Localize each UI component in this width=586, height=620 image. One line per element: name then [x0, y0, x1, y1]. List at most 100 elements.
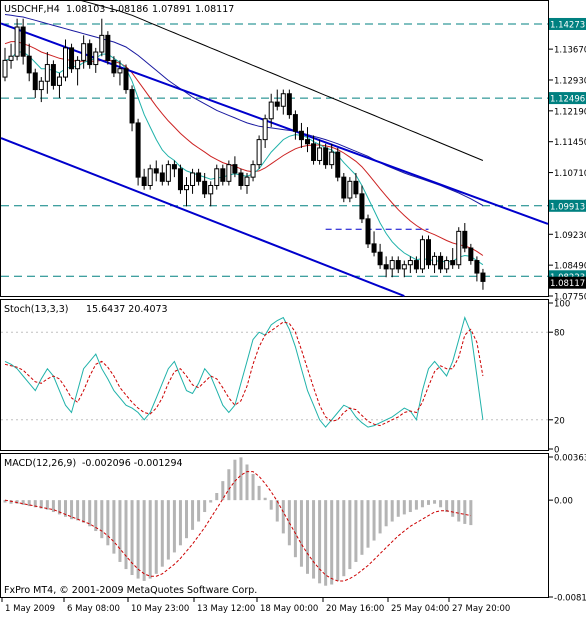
macd-bar — [100, 500, 104, 539]
candle-bear — [292, 114, 298, 132]
macd-bar — [118, 500, 122, 562]
candle-bull — [81, 43, 87, 61]
price-tick-label: 1.12930 — [554, 76, 586, 86]
macd-bar — [130, 500, 134, 576]
candle-bear — [413, 260, 419, 270]
candle-bear — [135, 122, 141, 178]
macd-bar — [402, 500, 406, 515]
candle-bull — [214, 168, 220, 186]
candle-bear — [69, 47, 75, 70]
macd-bar — [414, 500, 418, 510]
stoch-panel-frame — [0, 299, 549, 451]
macd-bar — [136, 500, 140, 579]
stoch-values: 15.6437 20.4073 — [86, 304, 168, 315]
candle-bear — [426, 239, 431, 266]
macd-values: -0.002096 -0.001294 — [82, 458, 183, 469]
candlesticks — [2, 18, 486, 290]
candle-bear — [438, 255, 444, 270]
candle-bear — [462, 230, 468, 249]
macd-bar — [154, 500, 158, 574]
candle-bull — [329, 151, 335, 166]
macd-bar — [227, 469, 231, 501]
time-tick-label: 10 May 23:00 — [131, 604, 189, 614]
price-tick-label: 1.10710 — [554, 169, 586, 179]
ohlc-open: 1.08103 — [66, 4, 105, 15]
macd-bar — [433, 500, 437, 504]
stoch-title: Stoch(13,3,3) — [4, 304, 68, 315]
macd-bar — [390, 500, 394, 522]
macd-bar — [215, 493, 219, 501]
macd-bar — [191, 500, 195, 530]
candle-bear — [153, 168, 159, 174]
stoch-tick-label: 80 — [554, 329, 565, 339]
symbol-label: USDCHF,H4 — [4, 4, 60, 15]
macd-bar — [209, 500, 213, 503]
candle-bull — [93, 51, 99, 66]
macd-bar — [39, 500, 43, 509]
macd-bar — [299, 500, 303, 567]
candle-bull — [75, 59, 81, 70]
candle-bull — [389, 260, 395, 270]
macd-bar — [33, 500, 37, 508]
macd-axis: 0.00363 0.00 -0.00815 — [549, 454, 586, 604]
stoch-levels — [1, 331, 548, 421]
macd-bar — [408, 500, 412, 513]
macd-bar — [318, 500, 322, 584]
candle-bear — [129, 89, 135, 124]
macd-bar — [82, 500, 86, 523]
candle-bear — [32, 72, 38, 91]
current-price-label: 1.08117 — [550, 279, 585, 289]
macd-bar — [94, 500, 98, 532]
macd-bar — [324, 500, 328, 586]
candle-bear — [274, 101, 280, 107]
macd-bar — [384, 500, 388, 527]
candle-bull — [244, 176, 250, 186]
candle-bull — [419, 239, 425, 270]
candle-bear — [141, 176, 147, 186]
macd-bar — [354, 500, 358, 562]
candle-bull — [226, 164, 232, 182]
macd-bar — [203, 500, 207, 513]
macd-bar — [263, 497, 267, 501]
macd-bar — [166, 500, 170, 560]
moving-average-mid — [4, 41, 484, 256]
macd-bar — [366, 500, 370, 548]
stoch-tick-label: 20 — [554, 416, 565, 426]
macd-bar — [469, 500, 473, 526]
macd-bar — [293, 500, 297, 558]
candle-bull — [250, 164, 256, 178]
moving-average-long — [77, 0, 484, 161]
macd-bar — [281, 500, 285, 534]
macd-bar — [251, 473, 255, 501]
candle-bear — [341, 176, 347, 199]
macd-bar — [342, 500, 346, 577]
time-axis: 1 May 2009 6 May 08:00 10 May 23:00 13 May … — [1, 598, 510, 614]
price-tick-label: 1.13670 — [554, 46, 586, 56]
macd-bar — [275, 500, 279, 522]
candle-bull — [190, 172, 196, 186]
candle-bull — [147, 168, 153, 186]
candle-bear — [177, 168, 183, 191]
level-tag-label: 1.12496 — [550, 95, 585, 105]
current-price-tag-bg — [549, 276, 586, 289]
candle-bull — [2, 59, 8, 78]
candle-bear — [105, 34, 111, 61]
stoch-main-line — [4, 316, 484, 428]
candle-bear — [353, 180, 359, 195]
price-tick-label: 1.12190 — [554, 107, 586, 117]
macd-bar — [360, 500, 364, 555]
candle-bear — [171, 164, 177, 170]
macd-bar — [160, 500, 164, 567]
macd-tick-label: -0.00815 — [554, 594, 586, 604]
trendline[interactable] — [0, 137, 405, 297]
macd-bar — [239, 457, 243, 501]
macd-bar — [124, 500, 128, 570]
level-tag-label: 1.14273 — [550, 20, 585, 30]
candle-bear — [298, 130, 304, 141]
time-tick-label: 6 May 08:00 — [67, 604, 120, 614]
candle-bear — [323, 147, 329, 166]
candle-bull — [56, 76, 62, 86]
time-tick-label: 25 May 04:00 — [391, 604, 449, 614]
